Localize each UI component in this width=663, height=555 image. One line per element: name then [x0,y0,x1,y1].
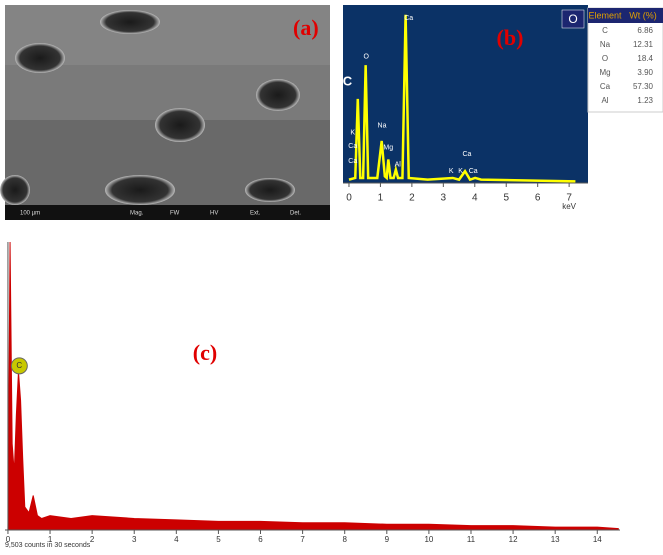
peak-label: Ca [462,151,471,158]
x-tick-label: 0 [346,193,352,204]
peak-label: C [343,73,353,88]
badge: O [568,12,577,26]
x-tick-label: 2 [409,193,415,204]
table-cell: 6.86 [637,26,653,35]
table-cell: 3.90 [637,68,653,77]
x-tick-label: 4 [472,193,478,204]
table-cell: 57.30 [633,82,654,91]
table-cell: 12.31 [633,40,654,49]
x-tick-label: 6 [258,535,263,544]
spectrum-area [7,241,619,531]
info-text: Det. [290,211,301,217]
x-tick-label: 3 [441,193,447,204]
spectrum-c: 0 1 2 3 4 5 6 7 8 9 10 11 12 13 14(c)9,503 counts in 3… [5,241,620,549]
info-text: HV [210,211,218,217]
x-tick-label: 7 [300,535,305,544]
x-tick-label: 10 [424,535,433,544]
peak-label: O [364,54,370,61]
table-cell: 18.4 [637,54,653,63]
table-cell: 1.23 [637,96,653,105]
badge-box [561,9,585,29]
info-text: 100 µm [20,211,40,217]
element-marker [10,357,28,375]
x-tick-label: 7 [566,193,572,204]
panel-label: (a) [293,15,319,40]
info-bar: 100 µm Mag. FW HV Ext. Det. [20,211,301,217]
table-cell: Ca [600,82,611,91]
x-tick-label: 4 [174,535,179,544]
peak-label: K [449,168,454,175]
table-cell: Al [601,96,608,105]
x-tick-label: 0 [6,535,11,544]
x-tick-label: 2 [90,535,95,544]
x-tick-label: 13 [551,535,560,544]
table-header: Wt (%) [629,10,657,20]
footnote: 9,503 counts in 30 seconds [5,542,91,549]
spectrum-line [348,14,576,183]
info-text: FW [170,211,180,217]
peak-label: Ca [348,143,357,150]
x-tick-label: 1 [378,193,384,204]
info-text: Ext. [250,211,261,217]
x-tick-label: 6 [535,193,541,204]
table-header: Element [588,10,622,20]
panel-label: (c) [193,340,217,365]
x-tick-label: 5 [216,535,221,544]
peak-label: Ca [404,15,413,22]
x-tick-label: 1 [48,535,53,544]
peak-label: Ca [469,168,478,175]
peak-label: K [458,168,463,175]
x-axis-label: keV [562,202,576,211]
table-cell: O [602,54,608,63]
x-tick-label: 9 [385,535,390,544]
table-bg [587,7,663,113]
table-header-bg [588,8,663,23]
x-tick-label: 11 [467,535,476,544]
table-cell: Mg [599,68,610,77]
table-cell: C [602,26,608,35]
x-tick-label: 5 [503,193,509,204]
panel-label: (b) [497,25,524,50]
peak-label: Ca [348,158,357,165]
marker-label: C [16,361,22,370]
x-tick-label: 8 [342,535,347,544]
peak-label: Mg [383,145,393,152]
x-tick-label: 3 [132,535,137,544]
x-tick-label: 14 [593,535,602,544]
table-cell: Na [600,40,611,49]
peak-label: Na [378,123,387,130]
peak-label: K [350,129,355,136]
peak-label: Al [395,161,402,168]
sem-image: (a) 100 µm Mag. FW HV Ext. Det. [0,5,330,220]
info-text: Mag. [130,211,144,217]
x-tick-label: 12 [509,535,518,544]
element-table: Element Wt (%) C 6.86 Na 12.31 O 18.4 Mg 3.90 Ca 57… [587,7,663,113]
